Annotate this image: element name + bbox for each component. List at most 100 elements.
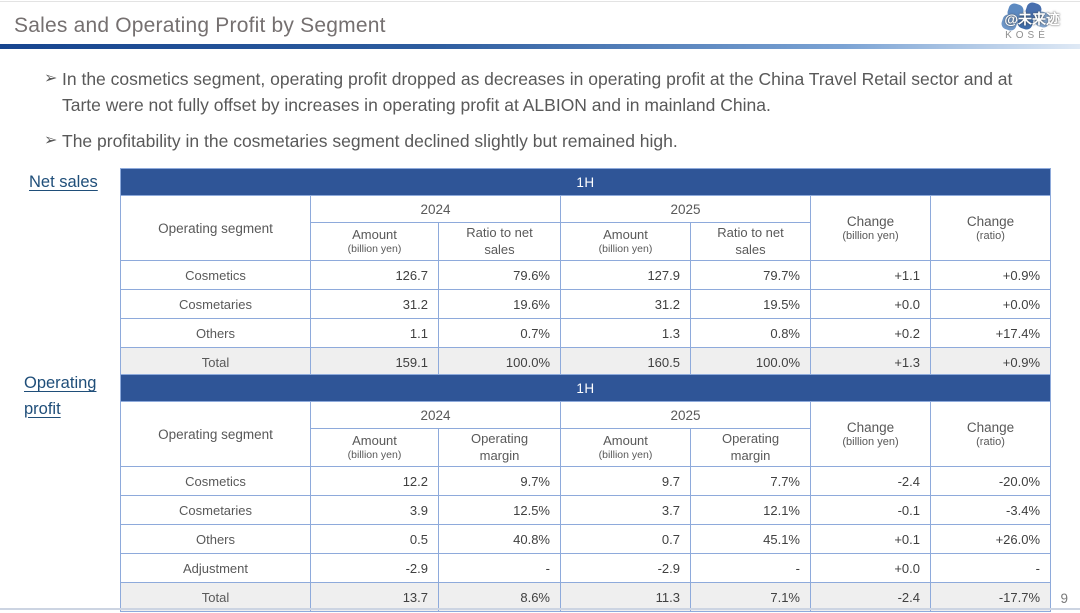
table-row: Others 0.5 40.8% 0.7 45.1% +0.1 +26.0%: [120, 524, 1052, 554]
table-row-total: Total 159.1 100.0% 160.5 100.0% +1.3 +0.…: [120, 347, 1052, 377]
value-cell: +0.9%: [929, 347, 1052, 377]
value-cell: 45.1%: [690, 524, 811, 554]
value-cell: 1.1: [310, 318, 439, 348]
segment-cell: Total: [120, 347, 311, 377]
value-cell: +0.0: [810, 553, 931, 583]
year-2025-header: 2025: [560, 195, 811, 223]
value-cell: 127.9: [560, 260, 691, 290]
value-cell: 3.7: [560, 495, 691, 525]
change-amount-header: Change (billion yen): [810, 195, 931, 261]
bullet-text: The profitability in the cosmetaries seg…: [62, 130, 678, 151]
change-label: Change: [846, 213, 895, 229]
kose-logo: KOSÉ: [988, 1, 1066, 45]
amount-header: Amount (billion yen): [560, 428, 691, 467]
table-row: Others 1.1 0.7% 1.3 0.8% +0.2 +17.4%: [120, 318, 1052, 348]
amount-label: Amount: [352, 433, 397, 449]
bullet-item: ➢ In the cosmetics segment, operating pr…: [44, 66, 1039, 119]
value-cell: +0.0: [810, 289, 931, 319]
value-cell: 0.8%: [690, 318, 811, 348]
page-number: 9: [1060, 591, 1068, 606]
change-ratio-label: Change: [966, 419, 1015, 435]
value-cell: +1.3: [810, 347, 931, 377]
table-row: Cosmetaries 31.2 19.6% 31.2 19.5% +0.0 +…: [120, 289, 1052, 319]
change-ratio-label: Change: [966, 213, 1015, 229]
table-row: Cosmetics 12.2 9.7% 9.7 7.7% -2.4 -20.0%: [120, 466, 1052, 496]
ratio-label: Ratio to net sales: [466, 225, 533, 257]
change-unit: (billion yen): [842, 230, 899, 243]
table-row: Cosmetaries 3.9 12.5% 3.7 12.1% -0.1 -3.…: [120, 495, 1052, 525]
value-cell: -: [929, 553, 1052, 583]
value-cell: -20.0%: [929, 466, 1052, 496]
value-cell: 7.1%: [690, 582, 811, 612]
value-cell: 7.7%: [690, 466, 811, 496]
value-cell: 13.7: [310, 582, 439, 612]
change-ratio-header: Change (ratio): [929, 195, 1052, 261]
value-cell: 31.2: [560, 289, 691, 319]
segment-header-cell: Operating segment: [120, 195, 311, 261]
period-header-cell: 1H: [119, 374, 1052, 402]
value-cell: 1.3: [560, 318, 691, 348]
value-cell: -2.4: [810, 582, 931, 612]
operating-profit-table: 1H Operating segment 2024 2025 Change (b…: [119, 374, 1052, 612]
change-ratio-unit: (ratio): [976, 230, 1005, 243]
table-row: Cosmetics 126.7 79.6% 127.9 79.7% +1.1 +…: [120, 260, 1052, 290]
value-cell: 9.7: [560, 466, 691, 496]
bullet-list: ➢ In the cosmetics segment, operating pr…: [44, 66, 1039, 163]
value-cell: +1.1: [810, 260, 931, 290]
value-cell: +0.0%: [929, 289, 1052, 319]
value-cell: -: [438, 553, 561, 583]
amount-unit: (billion yen): [347, 449, 402, 462]
value-cell: 9.7%: [438, 466, 561, 496]
net-sales-label: Net sales: [29, 173, 98, 191]
bullet-item: ➢ The profitability in the cosmetaries s…: [44, 128, 1039, 154]
value-cell: -2.9: [560, 553, 691, 583]
value-cell: 0.5: [310, 524, 439, 554]
value-cell: 19.6%: [438, 289, 561, 319]
value-cell: -0.1: [810, 495, 931, 525]
value-cell: +0.9%: [929, 260, 1052, 290]
table-row: Adjustment -2.9 - -2.9 - +0.0 -: [120, 553, 1052, 583]
value-cell: 159.1: [310, 347, 439, 377]
change-amount-header: Change (billion yen): [810, 401, 931, 467]
year-2024-header: 2024: [310, 195, 561, 223]
segment-cell: Total: [120, 582, 311, 612]
year-2025-header: 2025: [560, 401, 811, 429]
net-sales-table: 1H Operating segment 2024 2025 Change (b…: [119, 168, 1052, 377]
value-cell: 79.7%: [690, 260, 811, 290]
value-cell: 12.1%: [690, 495, 811, 525]
amount-header: Amount (billion yen): [310, 222, 439, 261]
value-cell: 79.6%: [438, 260, 561, 290]
segment-cell: Adjustment: [120, 553, 311, 583]
value-cell: 31.2: [310, 289, 439, 319]
year-2024-header: 2024: [310, 401, 561, 429]
value-cell: 0.7%: [438, 318, 561, 348]
segment-cell: Cosmetics: [120, 466, 311, 496]
segment-cell: Others: [120, 318, 311, 348]
value-cell: +0.2: [810, 318, 931, 348]
value-cell: -: [690, 553, 811, 583]
change-ratio-header: Change (ratio): [929, 401, 1052, 467]
value-cell: -17.7%: [929, 582, 1052, 612]
title-underline: [0, 44, 1080, 49]
value-cell: 126.7: [310, 260, 439, 290]
margin-label: Operating margin: [470, 431, 529, 463]
bullet-arrow-icon: ➢: [44, 70, 58, 87]
value-cell: 40.8%: [438, 524, 561, 554]
value-cell: 0.7: [560, 524, 691, 554]
margin-label: Operating margin: [721, 431, 780, 463]
amount-label: Amount: [603, 227, 648, 243]
segment-cell: Cosmetaries: [120, 495, 311, 525]
value-cell: 19.5%: [690, 289, 811, 319]
brand-text: KOSÉ: [1005, 30, 1049, 41]
value-cell: 8.6%: [438, 582, 561, 612]
table-row-total: Total 13.7 8.6% 11.3 7.1% -2.4 -17.7%: [120, 582, 1052, 612]
value-cell: 12.2: [310, 466, 439, 496]
segment-cell: Cosmetics: [120, 260, 311, 290]
segment-cell: Others: [120, 524, 311, 554]
period-header-cell: 1H: [119, 168, 1052, 196]
value-cell: -3.4%: [929, 495, 1052, 525]
value-cell: 160.5: [560, 347, 691, 377]
margin-header: Operating margin: [690, 428, 811, 467]
amount-unit: (billion yen): [598, 243, 653, 256]
